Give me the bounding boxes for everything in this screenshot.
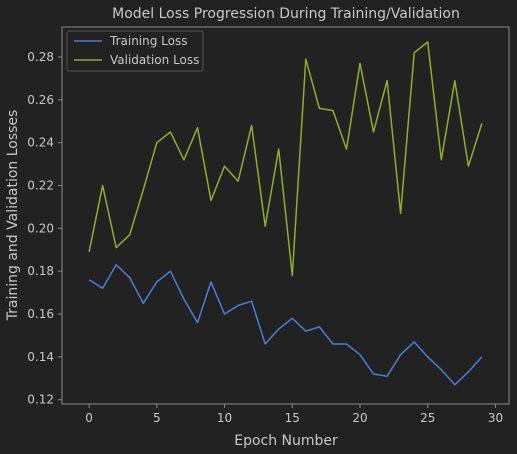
x-axis: 0 5 10 15 20 25 30 xyxy=(85,404,503,425)
x-tick-label: 0 xyxy=(85,411,93,425)
plot-area xyxy=(61,26,510,405)
series-line-validation-loss xyxy=(88,41,483,277)
x-tick-label: 30 xyxy=(488,411,503,425)
y-tick-label: 0.24 xyxy=(27,136,54,150)
x-tick-label: 20 xyxy=(352,411,367,425)
legend: Training Loss Validation Loss xyxy=(66,30,204,72)
y-tick-label: 0.18 xyxy=(27,264,54,278)
y-axis-label: Training and Validation Losses xyxy=(5,110,21,322)
legend-label-validation-loss: Validation Loss xyxy=(110,53,199,67)
x-tick-label: 5 xyxy=(153,411,161,425)
y-tick-label: 0.26 xyxy=(27,93,54,107)
legend-label-training-loss: Training Loss xyxy=(109,34,187,48)
y-tick-label: 0.20 xyxy=(27,221,54,235)
y-tick-label: 0.22 xyxy=(27,179,54,193)
x-axis-label: Epoch Number xyxy=(234,433,338,449)
y-tick-label: 0.12 xyxy=(27,393,54,407)
series-line-training-loss xyxy=(88,264,483,386)
x-tick-label: 15 xyxy=(285,411,300,425)
y-tick-label: 0.14 xyxy=(27,350,54,364)
y-tick-label: 0.16 xyxy=(27,307,54,321)
y-tick-label: 0.28 xyxy=(27,50,54,64)
y-axis: 0.12 0.14 0.16 0.18 0.20 0.22 0.24 0.26 0.28 xyxy=(27,50,62,407)
x-tick-label: 10 xyxy=(217,411,232,425)
chart-title: Model Loss Progression During Training/V… xyxy=(112,6,460,22)
x-tick-label: 25 xyxy=(420,411,435,425)
series-layer xyxy=(88,41,483,386)
